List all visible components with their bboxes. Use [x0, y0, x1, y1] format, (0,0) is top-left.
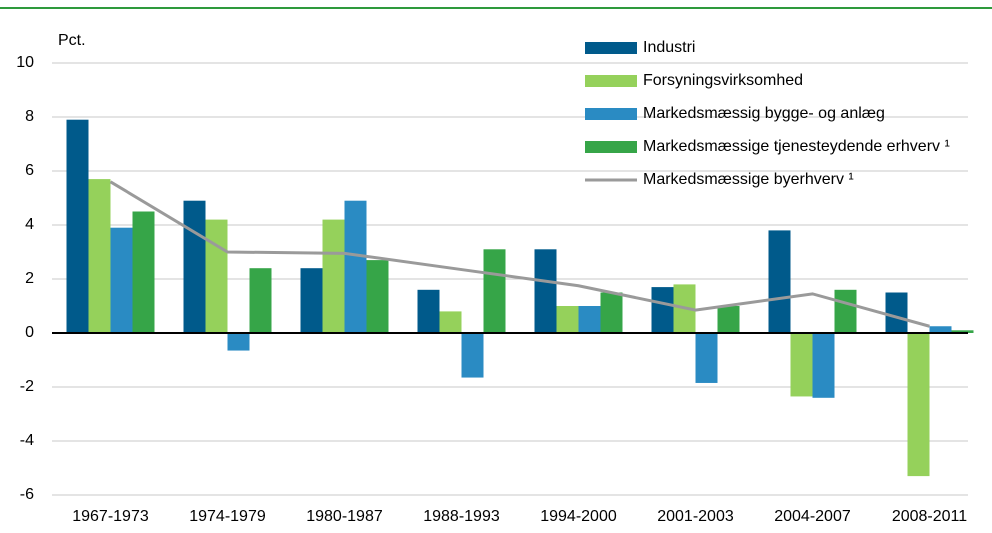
bar: [110, 227, 133, 333]
bar: [717, 306, 740, 333]
bar: [951, 330, 974, 333]
legend-marker: [585, 141, 637, 153]
legend-label: Markedsmæssige byerhverv ¹: [643, 171, 854, 188]
legend-label: Markedsmæssige tjenesteydende erhverv ¹: [643, 138, 950, 155]
y-tick-label: 8: [25, 108, 34, 125]
line-series: [109, 180, 930, 328]
bar: [249, 268, 272, 333]
bar: [651, 287, 674, 333]
bar: [366, 260, 389, 333]
y-tick-label: 2: [25, 270, 34, 287]
bar: [417, 289, 440, 333]
bar: [132, 211, 155, 333]
y-tick-label: 6: [25, 162, 34, 179]
bar: [483, 249, 506, 333]
y-tick-label: -2: [20, 378, 34, 395]
legend-label: Industri: [643, 39, 695, 56]
y-tick-label: 10: [16, 54, 34, 71]
bar: [907, 333, 930, 477]
bar: [812, 333, 835, 398]
x-tick-label: 2001-2003: [657, 508, 734, 525]
x-tick-label: 1967-1973: [72, 508, 149, 525]
bar: [227, 333, 250, 351]
legend-marker: [585, 108, 637, 120]
bar: [768, 230, 791, 333]
bar: [556, 306, 579, 333]
bar: [88, 179, 111, 333]
bar: [600, 292, 623, 333]
x-tick-label: 1980-1987: [306, 508, 383, 525]
x-tick-label: 1974-1979: [189, 508, 266, 525]
bar: [885, 292, 908, 333]
bar: [439, 311, 462, 333]
y-axis-label: Pct.: [58, 32, 86, 49]
x-tick-label: 1994-2000: [540, 508, 617, 525]
bar: [929, 326, 952, 333]
bar: [300, 268, 323, 333]
bar: [205, 219, 228, 333]
y-tick-label: -6: [20, 486, 34, 503]
bar: [322, 219, 345, 333]
legend-label: Forsyningsvirksomhed: [643, 72, 803, 89]
bar: [534, 249, 557, 333]
y-tick-label: 0: [25, 324, 34, 341]
legend-label: Markedsmæssig bygge- og anlæg: [643, 105, 885, 122]
bar: [66, 119, 89, 333]
x-tick-label: 2008-2011: [892, 508, 967, 525]
x-tick-label: 2004-2007: [774, 508, 851, 525]
bar: [344, 200, 367, 333]
bar: [790, 333, 813, 397]
bar: [834, 289, 857, 333]
bar: [183, 200, 206, 333]
bar: [695, 333, 718, 383]
bar: [461, 333, 484, 378]
y-tick-label: 4: [25, 216, 34, 233]
bar: [578, 306, 601, 333]
legend-marker: [585, 75, 637, 87]
legend-marker: [585, 42, 637, 54]
y-tick-label: -4: [20, 432, 34, 449]
x-tick-label: 1988-1993: [423, 508, 500, 525]
